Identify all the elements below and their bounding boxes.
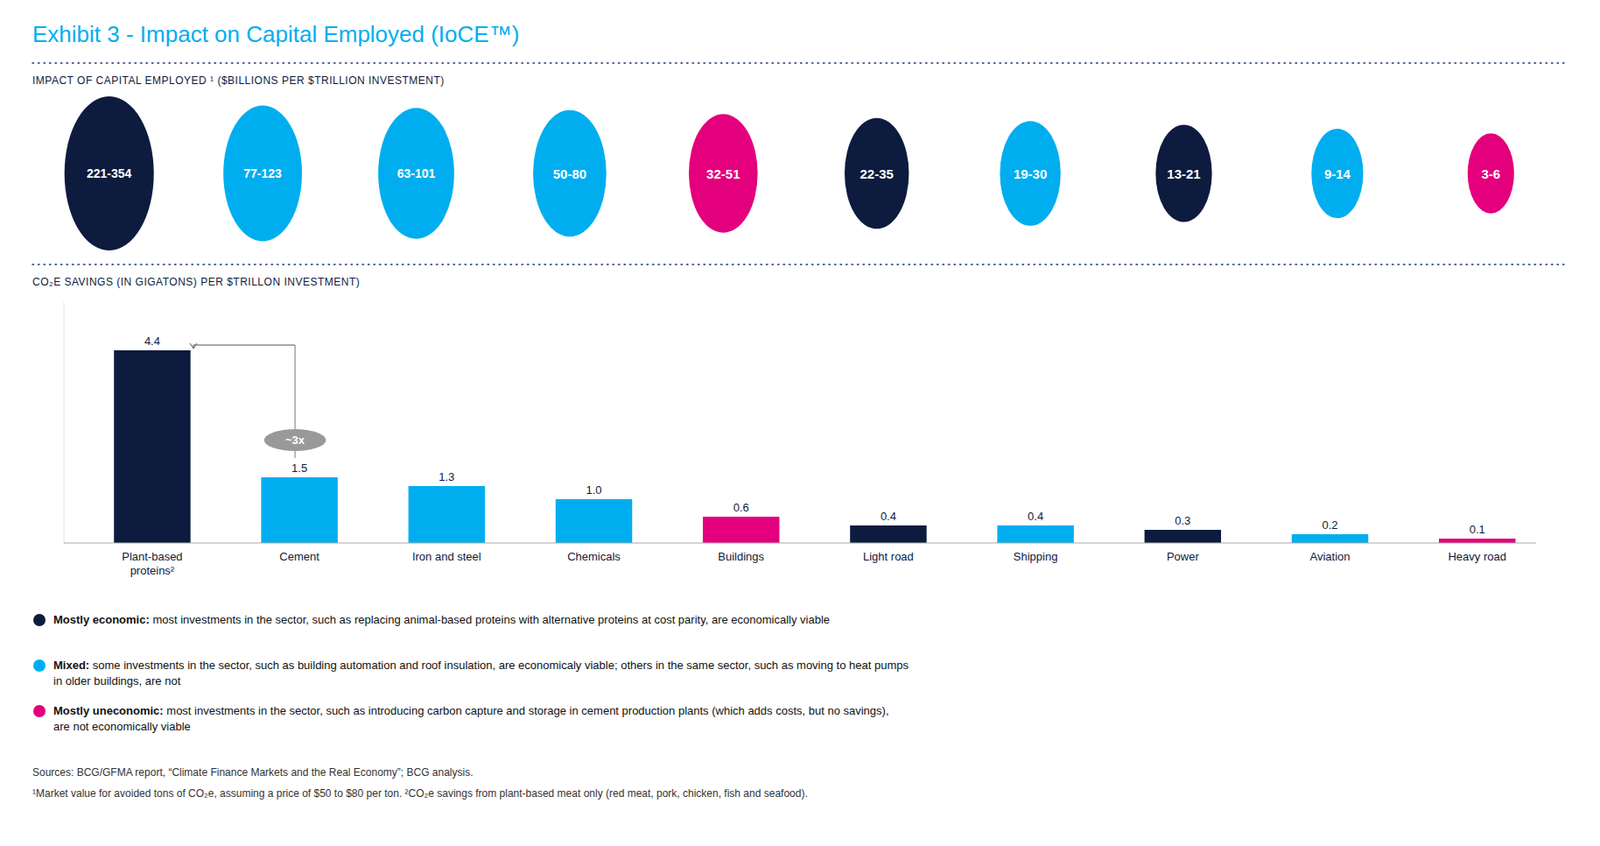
x-tick-label: Light road xyxy=(863,549,914,563)
bubble xyxy=(1467,133,1515,214)
bar xyxy=(113,350,190,543)
bubble-label: 22-35 xyxy=(860,166,894,182)
x-tick-line: Cement xyxy=(279,549,320,563)
legend-marker xyxy=(33,613,46,626)
x-tick-label: Shipping xyxy=(1013,549,1059,563)
x-tick-label: Cement xyxy=(279,549,320,563)
bar xyxy=(1144,529,1222,543)
bubbles xyxy=(64,96,1515,251)
x-tick-line: Light road xyxy=(863,549,914,563)
legend-marker xyxy=(33,704,46,717)
x-tick-label: Buildings xyxy=(717,549,765,563)
data-label: 1.3 xyxy=(438,470,455,484)
bubble-label: 9-14 xyxy=(1324,166,1352,182)
bubble xyxy=(688,113,758,233)
data-label: 0.4 xyxy=(1027,509,1044,523)
bar xyxy=(408,485,485,543)
divider xyxy=(32,263,1568,266)
x-tick-line: Buildings xyxy=(717,549,765,563)
legend-marker xyxy=(33,659,46,672)
legend-text-line: some investments in the sector, such as … xyxy=(89,658,909,672)
x-tick-line: Power xyxy=(1166,549,1200,563)
data-label: 0.3 xyxy=(1174,513,1191,527)
source-note: Sources: BCG/GFMA report, “Climate Finan… xyxy=(32,765,474,779)
legend-text: most investments in the sector, such as … xyxy=(149,612,830,626)
bubble-label: 3-6 xyxy=(1480,166,1501,182)
bubble-label: 63-101 xyxy=(397,166,436,181)
bubble-label: 19-30 xyxy=(1013,166,1047,182)
background xyxy=(0,0,1600,846)
bar xyxy=(260,477,337,543)
x-tick-line: Iron and steel xyxy=(412,549,482,563)
x-tick-label: Power xyxy=(1166,549,1200,563)
x-tick-line: Shipping xyxy=(1013,549,1059,563)
x-tick-label: Iron and steel xyxy=(412,549,482,563)
legend-text-line: most investments in the sector, such as … xyxy=(149,612,830,626)
x-tick-label: Heavy road xyxy=(1447,549,1506,563)
bubble-label: 13-21 xyxy=(1166,166,1200,182)
bubble xyxy=(378,107,455,239)
data-label: 0.6 xyxy=(733,500,750,514)
data-label: 1.5 xyxy=(291,461,308,475)
legend-text-line: most investments in the sector, such as … xyxy=(163,703,890,717)
chart-root: Exhibit 3 - Impact on Capital Employed (… xyxy=(0,0,1600,846)
data-label: 0.2 xyxy=(1321,518,1338,532)
data-label: 0.4 xyxy=(880,509,897,523)
title: Exhibit 3 - Impact on Capital Employed (… xyxy=(32,21,520,48)
legend-bold: Mostly economic: xyxy=(53,612,150,626)
data-label: 4.4 xyxy=(144,334,161,348)
section-title: IMPACT OF CAPITAL EMPLOYED ¹ ($BILLIONS … xyxy=(32,74,445,87)
bubble xyxy=(1311,128,1363,218)
legend-bold: Mixed: xyxy=(53,658,90,672)
annotation-oval xyxy=(264,428,327,451)
bubble-label: 77-123 xyxy=(243,166,282,181)
data-label: 0.1 xyxy=(1469,522,1486,536)
legend-text-line: are not economically viable xyxy=(53,719,191,733)
section-title: CO₂E SAVINGS (IN GIGATONS) PER $TRILLON … xyxy=(32,275,360,288)
x-tick-line: proteins² xyxy=(130,563,176,577)
bar xyxy=(849,525,927,543)
bar xyxy=(1438,538,1516,543)
x-tick-label: Plant-basedproteins² xyxy=(121,549,183,577)
bubble-label: 221-354 xyxy=(86,166,133,181)
legend-text-line: in older buildings, are not xyxy=(53,673,182,688)
annotation-connector xyxy=(294,450,296,458)
legend-entry: Mostly economic: most investments in the… xyxy=(53,612,830,626)
legend-bold: Mostly uneconomic: xyxy=(53,703,164,717)
legend-text: some investments in the sector, such as … xyxy=(53,658,909,688)
bar xyxy=(1291,533,1369,543)
x-tick-line: Plant-based xyxy=(121,549,183,563)
x-tick-line: Aviation xyxy=(1310,549,1351,563)
x-axis-line xyxy=(63,542,1537,544)
bars xyxy=(113,350,1516,543)
bubble xyxy=(64,96,155,251)
legend-entry: Mostly uneconomic: most investments in t… xyxy=(53,703,890,733)
bar xyxy=(702,516,779,543)
data-label: 1.0 xyxy=(585,483,602,497)
annotation: ~3x xyxy=(285,433,306,447)
bubble-label: 32-51 xyxy=(706,166,740,182)
divider xyxy=(32,62,1568,64)
source-note: ¹Market value for avoided tons of CO₂e, … xyxy=(32,786,808,800)
bar xyxy=(996,525,1074,543)
bubble xyxy=(844,118,909,230)
x-tick-line: Chemicals xyxy=(567,549,621,563)
x-tick-label: Chemicals xyxy=(567,549,621,563)
bubble xyxy=(999,120,1060,226)
legend-text: most investments in the sector, such as … xyxy=(53,703,890,733)
y-axis-line xyxy=(63,301,65,543)
bubble xyxy=(223,105,302,242)
bar xyxy=(555,498,632,543)
annotation-arrowhead xyxy=(189,343,197,349)
bubble-label: 50-80 xyxy=(553,166,587,182)
annotation-bracket xyxy=(193,344,295,346)
x-tick-label: Aviation xyxy=(1310,549,1351,563)
bubble xyxy=(1155,125,1212,223)
legend-entry: Mixed: some investments in the sector, s… xyxy=(53,658,909,688)
annotation-connector xyxy=(294,344,296,429)
x-tick-line: Heavy road xyxy=(1447,549,1506,563)
bubble xyxy=(533,110,607,237)
